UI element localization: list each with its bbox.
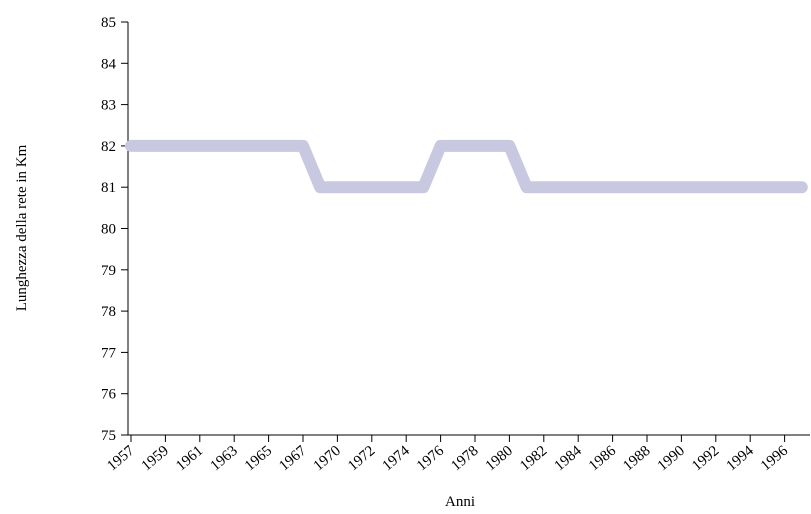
- x-tick-label: 1976: [414, 442, 448, 474]
- x-tick-label: 1988: [620, 443, 653, 475]
- y-tick-label: 84: [101, 56, 117, 72]
- x-tick-label: 1961: [173, 443, 206, 475]
- y-tick-label: 80: [101, 222, 116, 238]
- x-tick-label: 1986: [586, 442, 620, 474]
- x-tick-label: 1980: [483, 443, 516, 475]
- x-tick-label: 1990: [655, 443, 688, 475]
- x-tick-label: 1974: [380, 442, 414, 474]
- x-tick-label: 1959: [139, 443, 172, 475]
- x-tick-label: 1965: [242, 443, 275, 475]
- x-tick-label: 1992: [689, 443, 722, 475]
- x-tick-label: 1963: [208, 443, 241, 475]
- y-tick-label: 77: [101, 345, 117, 361]
- data-line: [125, 139, 808, 194]
- y-axis-label: Lunghezza della rete in Km: [14, 144, 30, 311]
- y-tick-label: 85: [101, 15, 116, 31]
- x-tick-label: 1957: [104, 442, 138, 474]
- x-tick-label: 1996: [758, 442, 792, 474]
- x-tick-label: 1982: [517, 443, 550, 475]
- y-tick-label: 75: [101, 428, 116, 444]
- x-tick-label: 1984: [552, 442, 586, 474]
- x-tick-label: 1978: [448, 443, 481, 475]
- y-tick-label: 83: [101, 98, 116, 114]
- y-tick-label: 76: [101, 387, 117, 403]
- x-axis-label: Anni: [445, 494, 475, 510]
- x-tick-label: 1972: [345, 443, 378, 475]
- y-tick-label: 81: [101, 180, 116, 196]
- x-tick-label: 1994: [724, 442, 758, 474]
- x-tick-label: 1970: [311, 443, 344, 475]
- y-tick-label: 79: [101, 263, 116, 279]
- y-tick-label: 82: [101, 139, 116, 155]
- y-tick-label: 78: [101, 304, 116, 320]
- x-tick-label: 1967: [276, 442, 310, 474]
